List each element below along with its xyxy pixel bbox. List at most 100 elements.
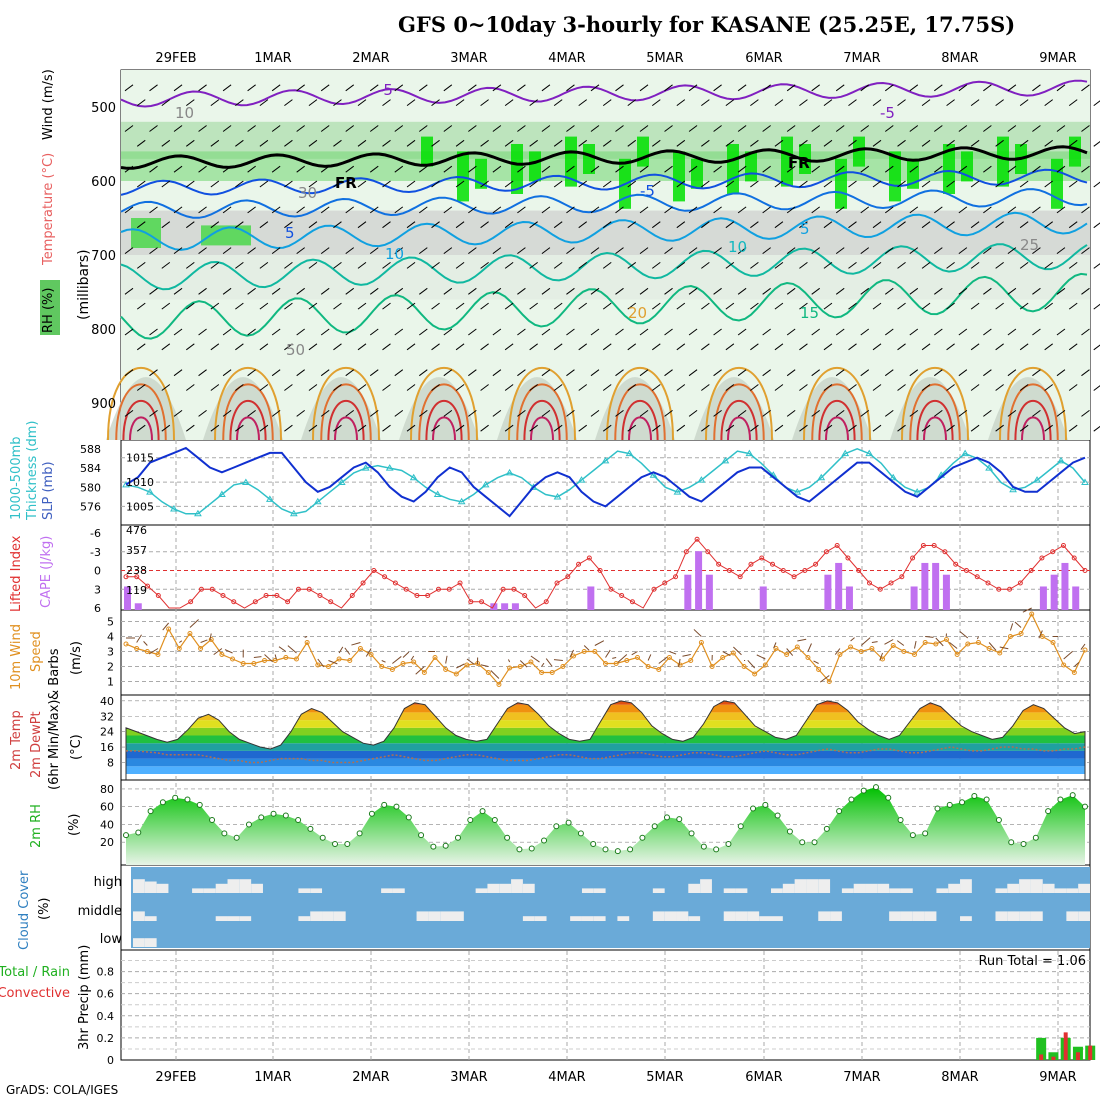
wind-barb bbox=[284, 384, 293, 391]
wind-barb bbox=[860, 84, 870, 92]
cloud-bar bbox=[735, 911, 748, 921]
wind-speed-point bbox=[293, 656, 299, 662]
warm-contour bbox=[418, 383, 470, 441]
wind-barb bbox=[304, 636, 308, 638]
wind-barb bbox=[725, 139, 735, 147]
cape-bar bbox=[942, 574, 950, 610]
wind-barb bbox=[492, 206, 502, 214]
wind-speed-point bbox=[634, 655, 640, 660]
wind-barb bbox=[602, 261, 612, 269]
cloud-bar bbox=[227, 916, 240, 921]
wind-barb bbox=[545, 658, 553, 667]
precip-conv-bar bbox=[1075, 1052, 1080, 1060]
wind-barb bbox=[995, 99, 1004, 106]
wind-barb bbox=[357, 99, 367, 106]
thickness-point bbox=[457, 497, 466, 505]
wind-barb bbox=[136, 634, 142, 643]
rh-point bbox=[946, 801, 953, 808]
axis-label-2m-temp: 2m Temp bbox=[9, 710, 24, 770]
lifted-index-point bbox=[382, 574, 388, 580]
wind-barb bbox=[725, 261, 735, 269]
wind-barb bbox=[786, 165, 796, 173]
rh-point bbox=[688, 830, 695, 837]
wind-speed-point bbox=[1061, 662, 1067, 668]
date-label-bottom: 29FEB bbox=[155, 1070, 196, 1085]
wind-barb bbox=[872, 139, 882, 147]
wind-barb bbox=[198, 247, 207, 255]
thickness-point bbox=[649, 471, 658, 478]
wind-barb bbox=[1044, 384, 1053, 391]
wind-barb bbox=[186, 424, 195, 432]
wind-barb bbox=[786, 369, 796, 377]
wind-barb bbox=[406, 261, 416, 269]
wind-barb bbox=[235, 424, 244, 432]
wind-barb bbox=[504, 302, 514, 310]
rh-point bbox=[504, 834, 511, 841]
rh-blob bbox=[637, 136, 649, 167]
wind-speed-point bbox=[805, 655, 811, 660]
wind-barb bbox=[921, 99, 931, 106]
cloud-bar bbox=[133, 879, 145, 893]
wind-barb bbox=[529, 343, 538, 351]
wind-speed-point bbox=[624, 658, 630, 663]
rh-point bbox=[799, 839, 806, 846]
wind-barb bbox=[247, 328, 256, 336]
wind-barb bbox=[578, 343, 588, 351]
wind-barb bbox=[615, 369, 624, 377]
wind-barb bbox=[786, 409, 796, 417]
wind-barb bbox=[627, 424, 637, 432]
wind-barb bbox=[455, 99, 465, 106]
temp-contour bbox=[120, 243, 1088, 291]
wind-barb bbox=[848, 343, 857, 351]
slp-tick: 1005 bbox=[126, 500, 154, 513]
wind-barb bbox=[872, 343, 882, 351]
rh-blob bbox=[1051, 158, 1063, 209]
wind-speed-point bbox=[432, 655, 438, 660]
wind-barb bbox=[284, 221, 293, 229]
wind-barb bbox=[958, 409, 968, 417]
wind-barb bbox=[747, 659, 756, 669]
cloud-bar bbox=[203, 888, 216, 893]
wind-barb bbox=[1081, 287, 1090, 295]
contour-label: 10 bbox=[385, 245, 404, 263]
axis-label-10m-wind: 10m Wind bbox=[9, 624, 24, 690]
wind-barb bbox=[583, 645, 590, 651]
wind-barb bbox=[492, 125, 502, 132]
rh-tick: 40 bbox=[100, 818, 114, 831]
wind-barb bbox=[455, 221, 465, 229]
wind-barb bbox=[480, 424, 489, 432]
cloud-bar bbox=[144, 916, 157, 921]
wind-barb bbox=[264, 654, 274, 663]
wind-barb bbox=[259, 139, 269, 147]
wind-barb bbox=[976, 636, 979, 640]
wind-barb bbox=[615, 125, 624, 132]
warm-contour bbox=[628, 416, 652, 441]
wind-barb bbox=[664, 125, 673, 132]
wind-barb bbox=[173, 409, 183, 417]
cape-bar bbox=[134, 603, 142, 610]
rh-point bbox=[602, 846, 609, 853]
cape-tick: 476 bbox=[126, 524, 147, 537]
wind-barb bbox=[369, 328, 379, 336]
wind-barb bbox=[934, 287, 943, 295]
wind-barb bbox=[983, 287, 992, 295]
rh-point bbox=[233, 834, 240, 841]
wind-barb bbox=[235, 180, 244, 188]
wind-barb bbox=[173, 165, 183, 173]
wind-barb bbox=[786, 287, 796, 295]
thickness-point bbox=[337, 478, 346, 485]
lifted-index-point bbox=[963, 568, 969, 573]
wind-barb bbox=[983, 328, 992, 336]
warm-contour bbox=[115, 383, 167, 441]
wind-barb bbox=[872, 384, 882, 391]
wind-barb bbox=[786, 648, 794, 656]
temp-band bbox=[126, 704, 1085, 713]
rh-point bbox=[319, 834, 326, 841]
wind-barb bbox=[136, 384, 146, 391]
wind-barb bbox=[627, 261, 637, 269]
wind-barb bbox=[1044, 221, 1053, 229]
rh-point bbox=[159, 799, 166, 806]
wind-barb bbox=[1032, 287, 1041, 295]
lifted-index-point bbox=[813, 561, 819, 567]
wind-barb bbox=[756, 654, 766, 660]
